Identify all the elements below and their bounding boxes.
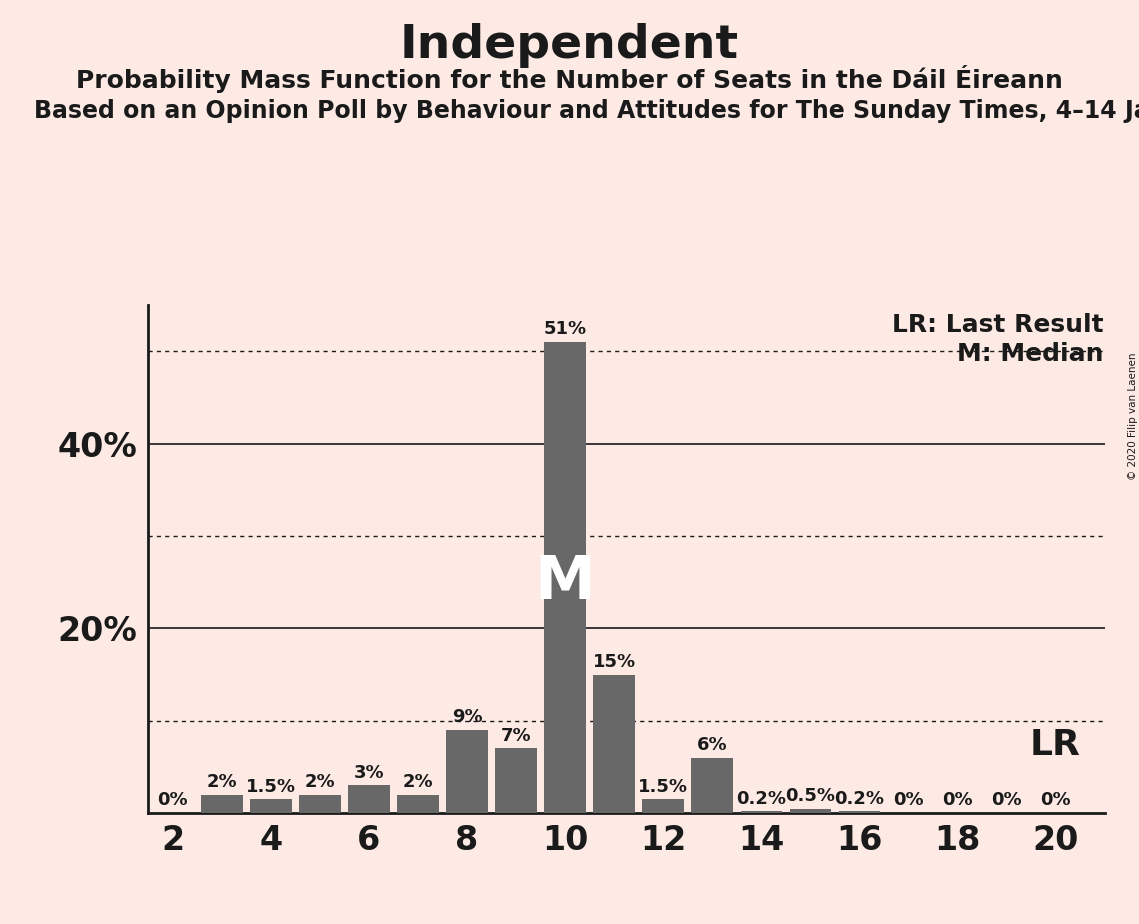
Text: 1.5%: 1.5% (246, 778, 296, 796)
Bar (740, 811, 782, 813)
Text: LR: LR (1030, 727, 1081, 761)
Text: 0.2%: 0.2% (737, 790, 786, 808)
Text: LR: Last Result: LR: Last Result (892, 312, 1104, 336)
Text: 6%: 6% (697, 736, 728, 754)
Text: 2%: 2% (402, 773, 433, 791)
Text: 3%: 3% (353, 764, 384, 782)
Bar (200, 795, 243, 813)
Text: 0.2%: 0.2% (835, 790, 885, 808)
Text: 0%: 0% (157, 792, 188, 809)
Bar (495, 748, 536, 813)
Text: 1.5%: 1.5% (638, 778, 688, 796)
Bar (593, 675, 636, 813)
Text: Independent: Independent (400, 23, 739, 68)
Text: 0%: 0% (893, 792, 924, 809)
Bar (349, 785, 390, 813)
Text: 9%: 9% (452, 709, 482, 726)
Bar (398, 795, 439, 813)
Bar (544, 342, 585, 813)
Text: © 2020 Filip van Laenen: © 2020 Filip van Laenen (1129, 352, 1138, 480)
Text: 51%: 51% (543, 321, 587, 338)
Bar (298, 795, 341, 813)
Text: 2%: 2% (206, 773, 237, 791)
Text: M: M (534, 553, 596, 612)
Text: 0.5%: 0.5% (786, 787, 835, 805)
Text: 0%: 0% (991, 792, 1022, 809)
Bar (249, 799, 292, 813)
Text: 7%: 7% (501, 727, 532, 745)
Bar (691, 758, 734, 813)
Text: Probability Mass Function for the Number of Seats in the Dáil Éireann: Probability Mass Function for the Number… (76, 65, 1063, 92)
Text: 0%: 0% (942, 792, 973, 809)
Bar (642, 799, 685, 813)
Bar (789, 808, 831, 813)
Text: Based on an Opinion Poll by Behaviour and Attitudes for The Sunday Times, 4–14 J: Based on an Opinion Poll by Behaviour an… (34, 99, 1139, 123)
Bar (446, 730, 487, 813)
Text: 2%: 2% (304, 773, 335, 791)
Text: 15%: 15% (592, 653, 636, 671)
Text: M: Median: M: Median (958, 342, 1104, 366)
Bar (838, 811, 880, 813)
Text: 0%: 0% (1040, 792, 1071, 809)
